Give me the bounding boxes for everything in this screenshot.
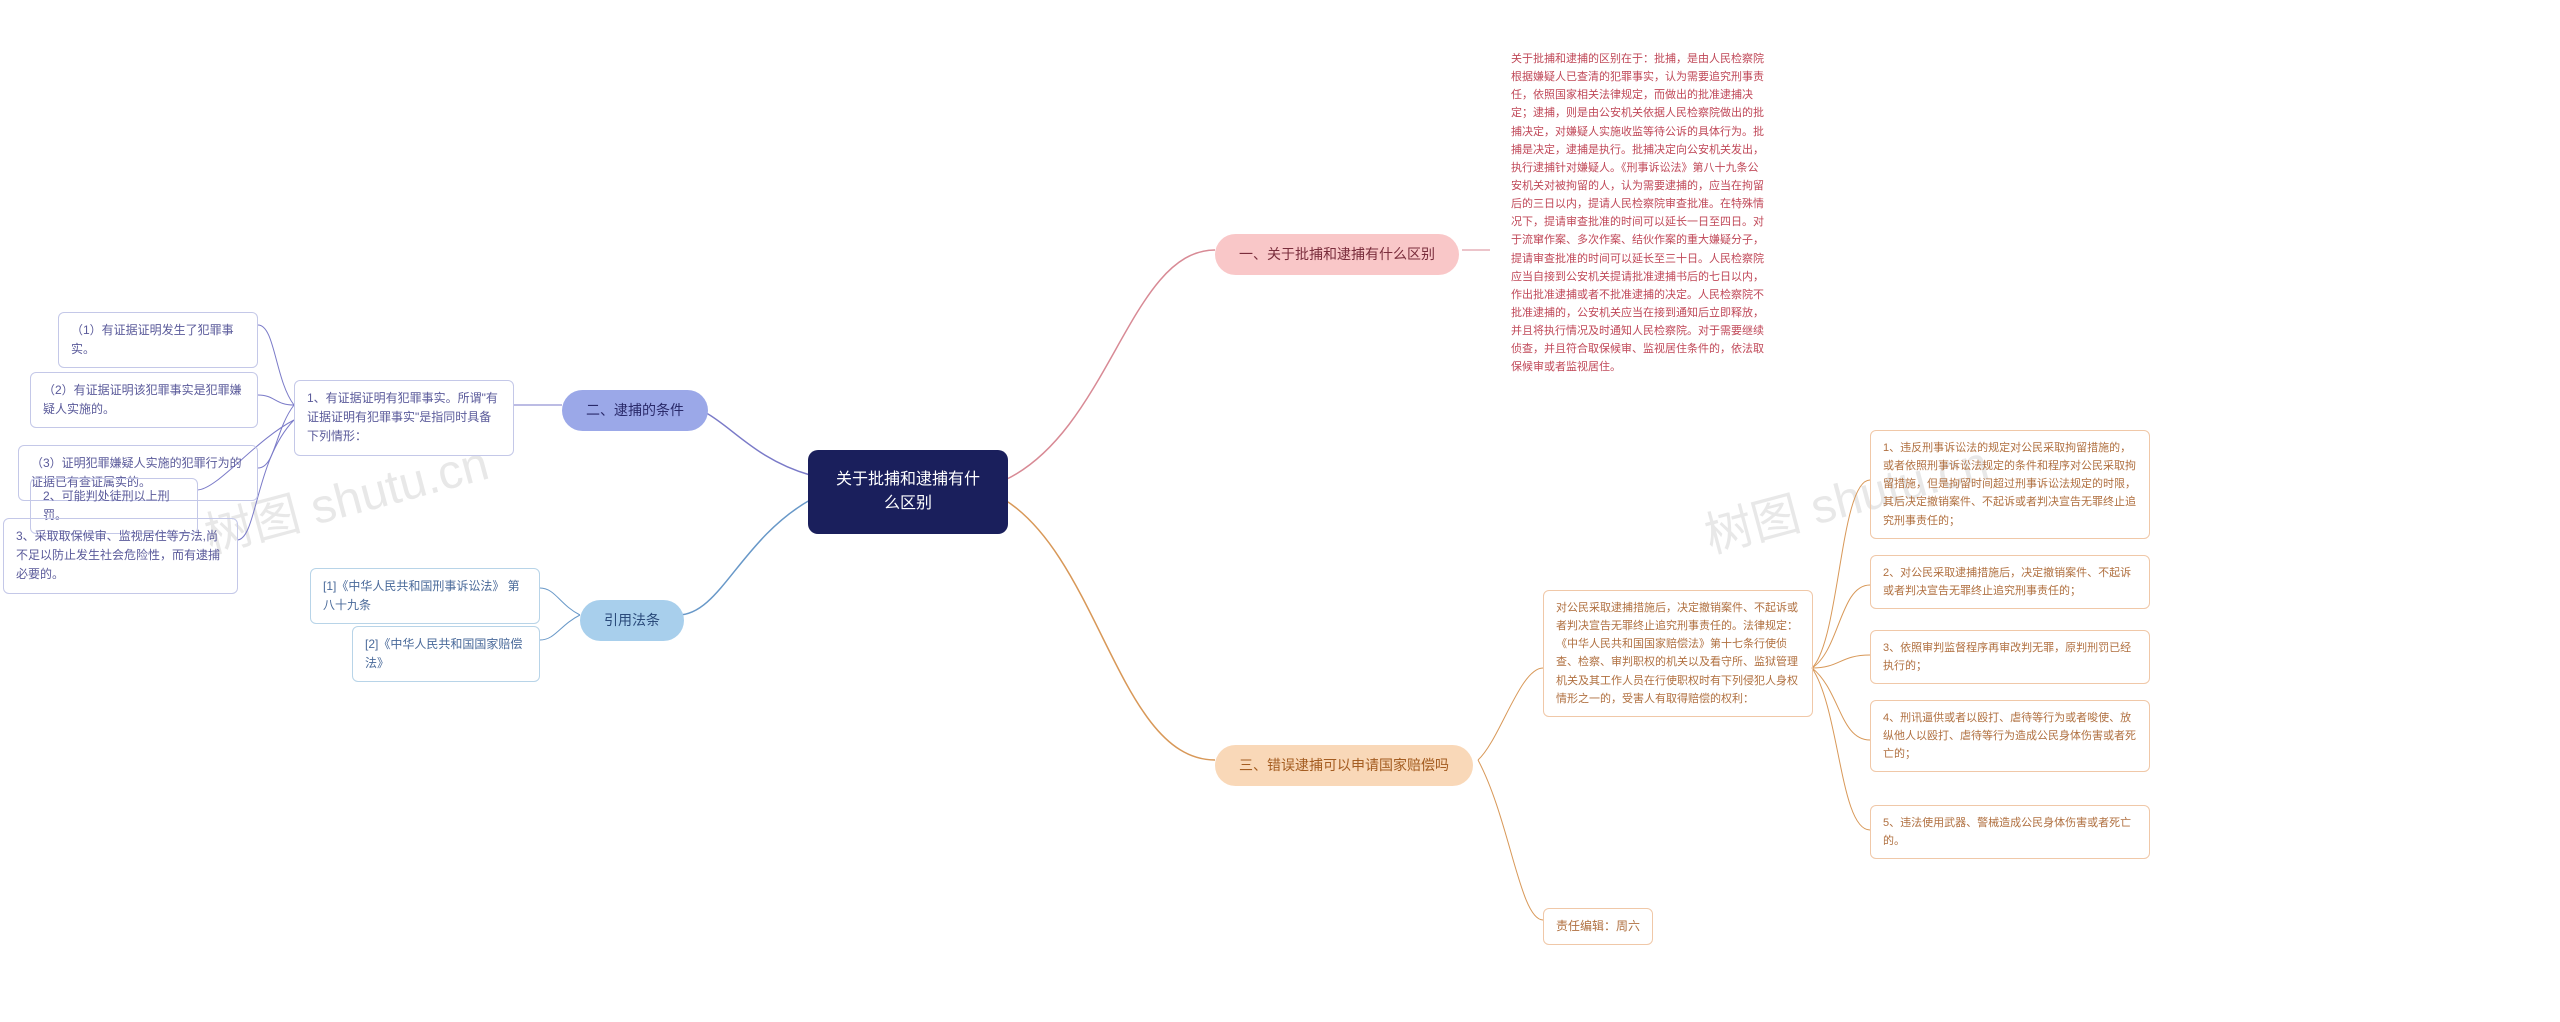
- branch-4-item-2: [2]《中华人民共和国国家赔偿法》: [352, 626, 540, 682]
- branch-2-item-2: （2）有证据证明该犯罪事实是犯罪嫌疑人实施的。: [30, 372, 258, 428]
- branch-2-item-2-text: （2）有证据证明该犯罪事实是犯罪嫌疑人实施的。: [43, 383, 242, 416]
- branch-2-extra-2-text: 3、采取取保候审、监视居住等方法,尚不足以防止发生社会危险性，而有逮捕必要的。: [16, 529, 220, 581]
- branch-3-item-3: 3、依照审判监督程序再审改判无罪，原判刑罚已经执行的；: [1870, 630, 2150, 684]
- branch-2: 二、逮捕的条件: [562, 390, 708, 431]
- branch-3-item-2: 2、对公民采取逮捕措施后，决定撤销案件、不起诉或者判决宣告无罪终止追究刑事责任的…: [1870, 555, 2150, 609]
- branch-2-sub-label: 1、有证据证明有犯罪事实。所谓"有证据证明有犯罪事实"是指同时具备下列情形：: [307, 391, 498, 443]
- branch-4-label: 引用法条: [604, 612, 660, 628]
- branch-2-extra-2: 3、采取取保候审、监视居住等方法,尚不足以防止发生社会危险性，而有逮捕必要的。: [3, 518, 238, 594]
- branch-4-item-1: [1]《中华人民共和国刑事诉讼法》 第八十九条: [310, 568, 540, 624]
- connector-lines: [0, 0, 2560, 1022]
- branch-3-item-4: 4、刑讯逼供或者以殴打、虐待等行为或者唆使、放纵他人以殴打、虐待等行为造成公民身…: [1870, 700, 2150, 772]
- branch-3: 三、错误逮捕可以申请国家赔偿吗: [1215, 745, 1473, 786]
- branch-3-editor-text: 责任编辑：周六: [1556, 919, 1640, 933]
- canvas: 树图 shutu.cn 树图 shutu.cn: [0, 0, 2560, 1022]
- branch-2-item-1-text: （1）有证据证明发生了犯罪事实。: [71, 323, 234, 356]
- branch-1: 一、关于批捕和逮捕有什么区别: [1215, 234, 1459, 275]
- branch-1-label: 一、关于批捕和逮捕有什么区别: [1239, 246, 1435, 262]
- branch-3-item-1-text: 1、违反刑事诉讼法的规定对公民采取拘留措施的，或者依照刑事诉讼法规定的条件和程序…: [1883, 442, 2136, 527]
- branch-1-detail: 关于批捕和逮捕的区别在于：批捕，是由人民检察院根据嫌疑人已查清的犯罪事实，认为需…: [1493, 40, 1783, 387]
- branch-4-item-1-text: [1]《中华人民共和国刑事诉讼法》 第八十九条: [323, 579, 520, 612]
- branch-3-sub-label: 对公民采取逮捕措施后，决定撤销案件、不起诉或者判决宣告无罪终止追究刑事责任的。法…: [1556, 602, 1798, 705]
- branch-3-item-5: 5、违法使用武器、警械造成公民身体伤害或者死亡的。: [1870, 805, 2150, 859]
- branch-2-sub: 1、有证据证明有犯罪事实。所谓"有证据证明有犯罪事实"是指同时具备下列情形：: [294, 380, 514, 456]
- branch-3-item-3-text: 3、依照审判监督程序再审改判无罪，原判刑罚已经执行的；: [1883, 642, 2131, 672]
- branch-1-detail-text: 关于批捕和逮捕的区别在于：批捕，是由人民检察院根据嫌疑人已查清的犯罪事实，认为需…: [1511, 53, 1764, 373]
- branch-3-item-5-text: 5、违法使用武器、警械造成公民身体伤害或者死亡的。: [1883, 817, 2131, 847]
- center-title: 关于批捕和逮捕有什么区别: [836, 471, 980, 512]
- center-topic: 关于批捕和逮捕有什么区别: [808, 450, 1008, 534]
- branch-2-label: 二、逮捕的条件: [586, 402, 684, 418]
- branch-3-label: 三、错误逮捕可以申请国家赔偿吗: [1239, 757, 1449, 773]
- branch-2-item-1: （1）有证据证明发生了犯罪事实。: [58, 312, 258, 368]
- branch-3-item-4-text: 4、刑讯逼供或者以殴打、虐待等行为或者唆使、放纵他人以殴打、虐待等行为造成公民身…: [1883, 712, 2136, 760]
- branch-3-item-2-text: 2、对公民采取逮捕措施后，决定撤销案件、不起诉或者判决宣告无罪终止追究刑事责任的…: [1883, 567, 2131, 597]
- branch-4-item-2-text: [2]《中华人民共和国国家赔偿法》: [365, 637, 522, 670]
- branch-3-sub: 对公民采取逮捕措施后，决定撤销案件、不起诉或者判决宣告无罪终止追究刑事责任的。法…: [1543, 590, 1813, 717]
- branch-3-item-1: 1、违反刑事诉讼法的规定对公民采取拘留措施的，或者依照刑事诉讼法规定的条件和程序…: [1870, 430, 2150, 539]
- branch-3-editor: 责任编辑：周六: [1543, 908, 1653, 945]
- branch-4: 引用法条: [580, 600, 684, 641]
